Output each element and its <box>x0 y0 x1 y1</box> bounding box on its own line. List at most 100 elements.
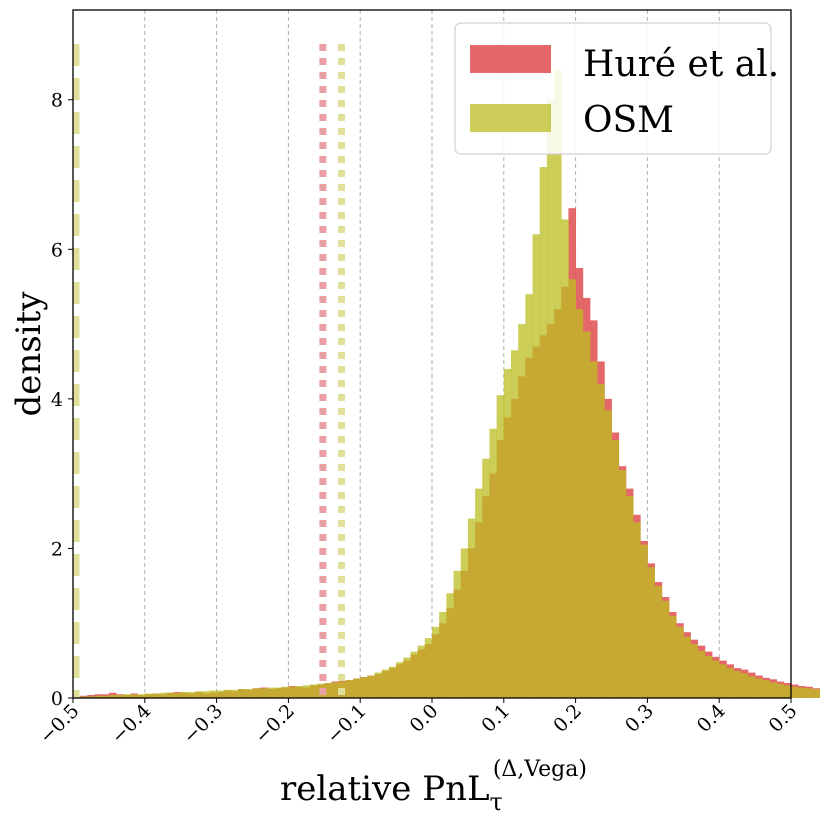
bar-1-9 <box>137 694 146 698</box>
bar-1-7 <box>123 694 131 698</box>
bar-1-62 <box>518 324 526 698</box>
bar-1-95 <box>755 678 763 698</box>
bar-1-19 <box>209 690 217 698</box>
bar-1-44 <box>388 666 397 698</box>
bar-1-3 <box>94 695 103 698</box>
bar-1-11 <box>151 693 160 698</box>
bar-1-102 <box>805 688 813 698</box>
bar-1-91 <box>726 668 734 698</box>
bar-1-66 <box>546 99 555 698</box>
bar-1-65 <box>539 167 548 699</box>
x-tick-label-3: −0.2 <box>251 700 299 748</box>
bar-1-72 <box>589 361 598 698</box>
bar-1-43 <box>381 669 390 698</box>
bar-1-53 <box>453 570 462 698</box>
bar-1-77 <box>625 496 634 698</box>
bar-1-84 <box>676 626 684 698</box>
bar-1-56 <box>475 488 483 698</box>
x-tick-label-1: −0.4 <box>107 700 155 748</box>
x-tick-label-2: −0.3 <box>179 700 227 748</box>
bar-1-100 <box>791 686 799 698</box>
bar-1-61 <box>510 350 519 698</box>
bar-1-13 <box>166 692 174 698</box>
bar-1-17 <box>195 691 203 698</box>
x-axis-label-main: relative PnL <box>280 769 490 809</box>
bar-1-16 <box>187 692 196 698</box>
bar-1-20 <box>216 690 225 698</box>
bar-1-26 <box>259 688 268 698</box>
bar-1-74 <box>604 410 612 698</box>
x-axis-label: relative PnLτ (Δ,Vega) <box>280 757 587 816</box>
bar-1-24 <box>245 689 253 698</box>
bar-1-27 <box>266 687 275 698</box>
bar-1-69 <box>568 279 576 698</box>
bar-1-94 <box>747 676 756 698</box>
bar-1-45 <box>396 662 404 698</box>
bar-1-58 <box>489 428 498 698</box>
x-tick-label-10: 0.5 <box>765 700 802 737</box>
reference-lines <box>72 44 346 698</box>
bar-1-75 <box>611 440 620 698</box>
bar-1-38 <box>345 680 354 698</box>
bar-1-1 <box>80 696 88 698</box>
bar-1-63 <box>525 294 533 698</box>
bar-1-82 <box>661 600 670 698</box>
bar-1-68 <box>561 219 569 699</box>
bar-1-41 <box>367 675 375 698</box>
bar-1-10 <box>144 693 153 698</box>
bar-1-71 <box>582 331 591 698</box>
bar-1-78 <box>633 522 641 698</box>
bar-1-98 <box>776 683 785 698</box>
y-tick-label-1: 2 <box>51 538 63 560</box>
bar-1-40 <box>360 677 368 698</box>
legend-label-osm: OSM <box>583 100 674 141</box>
bar-1-57 <box>482 458 490 698</box>
bar-1-14 <box>173 692 182 698</box>
bar-1-52 <box>446 593 454 698</box>
series-1 <box>73 69 820 699</box>
bar-1-54 <box>460 548 469 698</box>
bar-1-32 <box>302 685 311 698</box>
x-tick-label-6: 0.1 <box>477 700 514 737</box>
bar-1-31 <box>295 686 304 698</box>
legend-swatch-hure <box>470 45 551 73</box>
bar-1-64 <box>532 234 541 698</box>
x-tick-label-5: 0.0 <box>406 700 443 737</box>
bar-1-46 <box>403 657 411 698</box>
bar-1-103 <box>812 689 820 698</box>
bar-1-73 <box>597 383 605 698</box>
bar-1-93 <box>740 673 749 698</box>
x-tick-label-4: −0.1 <box>323 700 371 748</box>
bar-1-4 <box>101 695 110 698</box>
x-tick-label-9: 0.4 <box>693 700 730 737</box>
bar-1-22 <box>230 689 239 698</box>
legend: Huré et al. OSM <box>454 22 779 155</box>
bar-1-28 <box>274 687 282 698</box>
bar-1-15 <box>180 692 189 698</box>
bar-1-29 <box>281 686 289 698</box>
bar-1-99 <box>783 685 792 698</box>
bar-1-49 <box>424 638 433 698</box>
bar-1-85 <box>683 636 691 698</box>
x-tick-label-8: 0.3 <box>621 700 658 737</box>
x-axis-label-sup: (Δ,Vega) <box>493 757 587 782</box>
y-tick-label-2: 4 <box>51 389 63 411</box>
bar-1-70 <box>575 309 584 698</box>
bar-1-42 <box>374 672 383 698</box>
bar-1-51 <box>439 612 447 698</box>
x-tick-label-7: 0.2 <box>549 700 586 737</box>
bar-1-89 <box>712 660 720 698</box>
bar-1-76 <box>618 469 627 698</box>
bar-1-2 <box>87 696 95 698</box>
bar-1-5 <box>108 695 117 698</box>
bar-1-18 <box>202 691 210 698</box>
legend-swatch-osm <box>470 104 551 132</box>
bar-1-47 <box>410 651 419 698</box>
legend-label-hure: Huré et al. <box>583 44 779 85</box>
histogram-bars <box>73 69 820 699</box>
bar-1-6 <box>116 695 124 698</box>
bar-1-86 <box>690 644 699 698</box>
bar-1-96 <box>762 680 770 698</box>
bar-1-39 <box>353 678 361 698</box>
